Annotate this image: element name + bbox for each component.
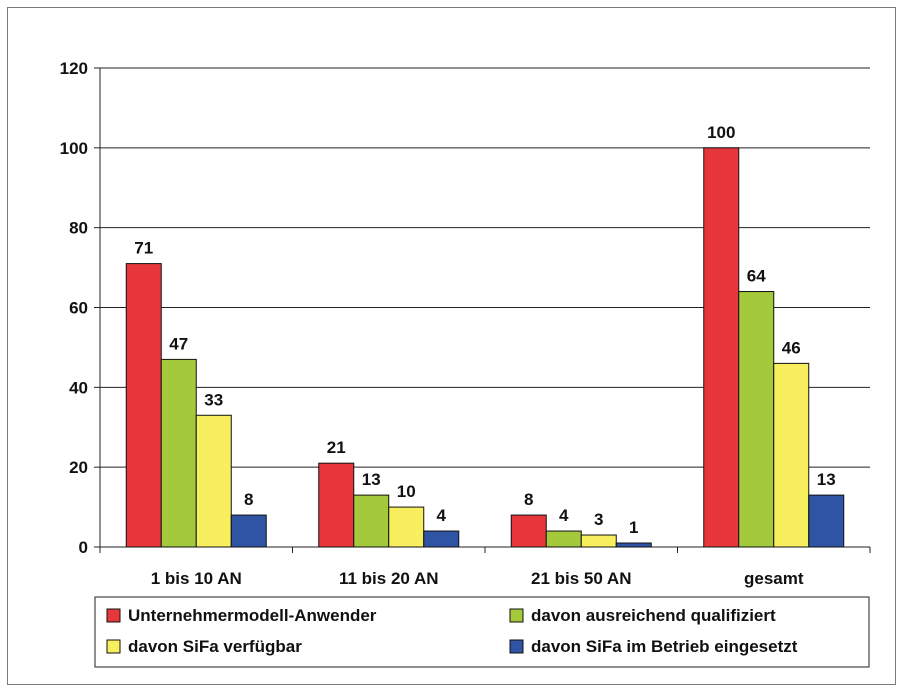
legend-box — [94, 596, 870, 668]
data-label: 21 — [327, 438, 346, 457]
bar — [353, 494, 390, 548]
data-label: 8 — [244, 490, 253, 509]
y-tick-label: 20 — [69, 458, 88, 477]
data-label: 4 — [559, 506, 569, 525]
y-tick-labels: 0 20 40 60 80 100 120 — [60, 59, 88, 557]
bar — [125, 263, 162, 548]
legend-swatch — [106, 639, 121, 654]
bar — [160, 358, 197, 548]
data-label: 8 — [524, 490, 533, 509]
legend-label: davon SiFa im Betrieb eingesetzt — [531, 637, 798, 656]
legend-label: davon SiFa verfügbar — [128, 637, 302, 656]
data-label: 3 — [594, 510, 603, 529]
bar — [773, 362, 810, 548]
x-tick-labels: 1 bis 10 AN 11 bis 20 AN 21 bis 50 AN gesam… — [151, 569, 804, 588]
data-label: 71 — [134, 239, 153, 258]
legend-label: davon ausreichend qualifiziert — [531, 606, 776, 625]
y-tick-label: 80 — [69, 219, 88, 238]
x-tick-label: gesamt — [744, 569, 804, 588]
data-label: 10 — [397, 482, 416, 501]
legend: Unternehmermodell-Anwender davon ausreich… — [94, 596, 870, 668]
bar — [510, 514, 547, 548]
bar — [545, 530, 582, 548]
bar — [580, 534, 617, 548]
bar — [808, 494, 845, 548]
y-tick-label: 40 — [69, 378, 88, 397]
data-label: 1 — [629, 518, 638, 537]
legend-swatch — [106, 608, 121, 623]
data-label: 33 — [204, 390, 223, 409]
data-label: 100 — [707, 123, 735, 142]
x-tick-label: 21 bis 50 AN — [531, 569, 631, 588]
bar — [388, 506, 425, 548]
y-tick-label: 60 — [69, 299, 88, 318]
y-tick-label: 0 — [79, 538, 88, 557]
bar — [703, 147, 740, 548]
data-label: 13 — [362, 470, 381, 489]
legend-label: Unternehmermodell-Anwender — [128, 606, 377, 625]
x-tick-label: 1 bis 10 AN — [151, 569, 242, 588]
y-tick-label: 120 — [60, 59, 88, 78]
legend-swatch — [509, 608, 524, 623]
data-label: 64 — [747, 267, 766, 286]
bar — [738, 291, 775, 548]
data-label: 47 — [169, 334, 188, 353]
bar — [230, 514, 267, 548]
bar — [423, 530, 460, 548]
data-labels: 71 47 33 8 21 13 10 4 8 4 3 1 100 64 46 13 — [134, 123, 835, 537]
data-label: 4 — [437, 506, 447, 525]
data-label: 13 — [817, 470, 836, 489]
bar — [615, 542, 652, 548]
legend-swatch — [509, 639, 524, 654]
y-tick-label: 100 — [60, 139, 88, 158]
bar — [195, 414, 232, 548]
x-tick-label: 11 bis 20 AN — [339, 569, 439, 588]
bars — [125, 147, 845, 548]
data-label: 46 — [782, 338, 801, 357]
bar — [318, 462, 355, 548]
